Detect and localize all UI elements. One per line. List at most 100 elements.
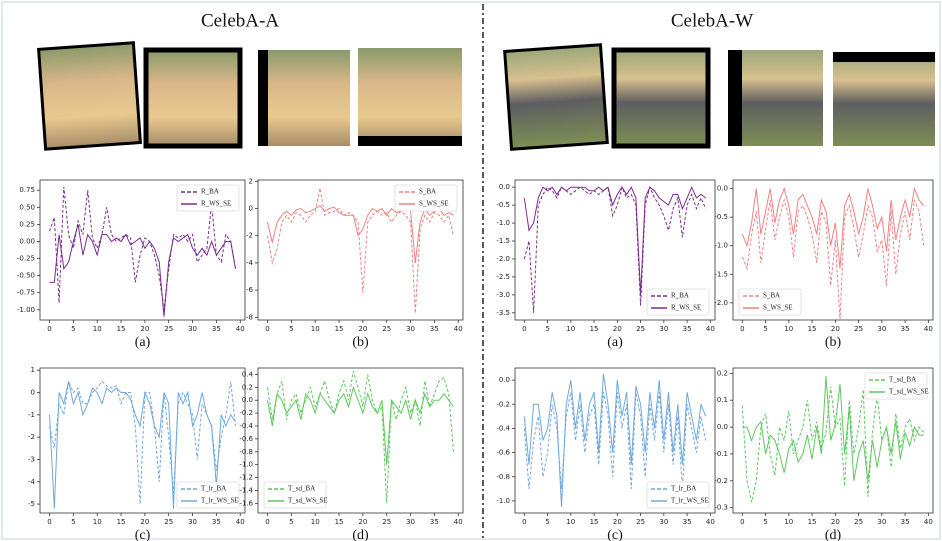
y-tick-label: 0.2 xyxy=(717,369,728,377)
legend-label: T_sd_WS_SE xyxy=(889,388,929,396)
y-tick-label: -1.5 xyxy=(496,237,510,245)
y-tick-label: 0 xyxy=(249,205,253,213)
y-tick-label: -0.5 xyxy=(496,201,510,209)
x-tick-label: 5 xyxy=(763,325,767,333)
x-tick-label: 40 xyxy=(454,325,463,333)
y-tick-label: -0.3 xyxy=(714,504,728,512)
legend-label: R_BA xyxy=(201,188,219,196)
x-tick-label: 20 xyxy=(613,325,622,333)
x-tick-label: 15 xyxy=(335,518,344,526)
legend-label: S_WS_SE xyxy=(419,200,449,208)
x-tick-label: 25 xyxy=(382,518,391,526)
image xyxy=(146,50,240,146)
x-tick-label: 0 xyxy=(522,518,526,526)
x-tick-label: 35 xyxy=(901,518,910,526)
x-tick-label: 10 xyxy=(93,518,102,526)
image xyxy=(39,43,141,149)
y-tick-label: -8 xyxy=(246,313,253,321)
x-tick-label: 15 xyxy=(335,325,344,333)
x-tick-label: 30 xyxy=(659,518,668,526)
x-tick-label: 5 xyxy=(545,518,549,526)
x-tick-label: 15 xyxy=(117,518,126,526)
x-tick-label: 35 xyxy=(683,325,692,333)
x-tick-label: 10 xyxy=(566,518,575,526)
y-tick-label: -4 xyxy=(28,478,36,486)
y-tick-label: -1.5 xyxy=(714,270,728,278)
x-tick-label: 20 xyxy=(831,325,840,333)
y-tick-label: -0.8 xyxy=(496,473,510,481)
y-tick-label: -4 xyxy=(246,259,254,267)
x-tick-label: 40 xyxy=(706,518,715,526)
x-tick-label: 0 xyxy=(47,325,51,333)
caption: (a) xyxy=(607,335,623,350)
legend-label: S_BA xyxy=(763,292,780,300)
legend-label: R_WS_SE xyxy=(671,304,701,312)
legend-label: T_sd_BA xyxy=(889,376,916,384)
x-tick-label: 40 xyxy=(924,518,933,526)
x-tick-label: 30 xyxy=(188,518,197,526)
x-tick-label: 40 xyxy=(236,518,245,526)
x-tick-label: 0 xyxy=(47,518,51,526)
caption: (d) xyxy=(352,528,369,541)
image xyxy=(358,48,462,146)
x-tick-label: 10 xyxy=(93,325,102,333)
y-tick-label: 1 xyxy=(31,366,35,374)
legend-label: T_lr_WS_SE xyxy=(201,497,239,505)
y-tick-label: -6 xyxy=(246,286,254,294)
legend-label: R_BA xyxy=(671,292,689,300)
y-tick-label: -3.0 xyxy=(496,291,510,299)
y-tick-label: -0.6 xyxy=(496,449,510,457)
x-tick-label: 30 xyxy=(188,325,197,333)
caption: (c) xyxy=(607,528,623,541)
y-tick-label: -1.0 xyxy=(714,242,728,250)
y-tick-label: -2 xyxy=(246,232,253,240)
y-tick-label: -0.4 xyxy=(496,424,510,432)
x-tick-label: 15 xyxy=(590,518,599,526)
x-tick-label: 15 xyxy=(590,325,599,333)
y-tick-label: 0.0 xyxy=(499,376,510,384)
x-tick-label: 35 xyxy=(430,325,439,333)
y-tick-label: -0.6 xyxy=(239,435,253,443)
y-tick-label: -2.0 xyxy=(496,255,510,263)
x-tick-label: 25 xyxy=(164,518,173,526)
y-tick-label: -0.5 xyxy=(714,213,728,221)
caption: (b) xyxy=(825,335,842,350)
y-tick-label: -2.5 xyxy=(496,273,510,281)
x-tick-label: 30 xyxy=(877,325,886,333)
image xyxy=(833,52,935,146)
x-tick-label: 40 xyxy=(924,325,933,333)
y-tick-label: -1.2 xyxy=(239,474,253,482)
x-tick-label: 5 xyxy=(71,325,75,333)
image-border xyxy=(728,50,742,146)
legend-label: R_WS_SE xyxy=(201,200,231,208)
x-tick-label: 25 xyxy=(382,325,391,333)
panel-title: CelebA-W xyxy=(671,10,753,31)
x-tick-label: 40 xyxy=(454,518,463,526)
y-tick-label: 0.2 xyxy=(242,383,253,391)
y-tick-label: 0 xyxy=(31,389,35,397)
x-tick-label: 25 xyxy=(854,518,863,526)
legend-label: S_BA xyxy=(419,188,436,196)
x-tick-label: 0 xyxy=(265,325,269,333)
x-tick-label: 0 xyxy=(265,518,269,526)
x-tick-label: 20 xyxy=(613,518,622,526)
y-tick-label: -1.0 xyxy=(496,219,510,227)
x-tick-label: 35 xyxy=(212,518,221,526)
y-tick-label: -1.0 xyxy=(496,497,510,505)
x-tick-label: 25 xyxy=(854,325,863,333)
y-tick-label: 0.00 xyxy=(19,237,35,245)
y-tick-label: -0.25 xyxy=(17,255,35,263)
x-tick-label: 5 xyxy=(289,325,293,333)
image xyxy=(505,45,608,149)
y-tick-label: 0.50 xyxy=(19,203,35,211)
y-tick-label: -2.0 xyxy=(714,299,728,307)
legend-label: T_lr_BA xyxy=(201,485,226,493)
x-tick-label: 5 xyxy=(545,325,549,333)
y-tick-label: -0.2 xyxy=(496,400,510,408)
image xyxy=(614,50,708,146)
x-tick-label: 25 xyxy=(636,325,645,333)
legend-label: T_sd_BA xyxy=(288,485,315,493)
y-tick-label: -0.2 xyxy=(239,409,253,417)
x-tick-label: 5 xyxy=(71,518,75,526)
x-tick-label: 10 xyxy=(311,518,320,526)
